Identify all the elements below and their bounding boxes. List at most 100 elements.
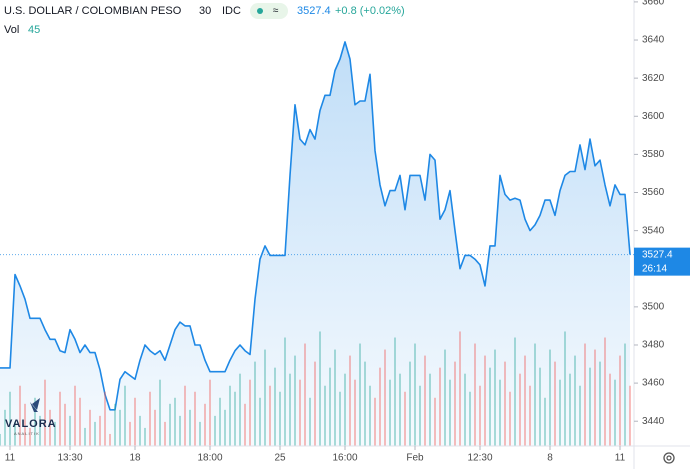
volume-bar [524, 355, 526, 446]
volume-bar [289, 373, 291, 446]
volume-bar [429, 373, 431, 446]
volume-bar [104, 391, 106, 446]
x-tick-label: 8 [547, 453, 553, 464]
volume-bar [174, 397, 176, 446]
last-price: 3527.4 [297, 5, 331, 17]
volume-bar [24, 403, 26, 446]
volume-bar [209, 379, 211, 446]
volume-bar [454, 361, 456, 446]
volume-bar [249, 379, 251, 446]
volume-bar [234, 391, 236, 446]
volume-bar [399, 373, 401, 446]
x-tick-label: 12:30 [467, 453, 492, 464]
volume-bar [269, 385, 271, 446]
volume-bar [509, 391, 511, 446]
volume-bar [124, 385, 126, 446]
volume-bar [84, 427, 86, 446]
volume-bar [529, 385, 531, 446]
volume-bar [354, 379, 356, 446]
volume-bar [329, 367, 331, 446]
x-tick-label: 11 [5, 453, 16, 464]
volume-bar [44, 379, 46, 446]
volume-bar [359, 343, 361, 446]
volume-bar [199, 421, 201, 446]
last-price-label: 3527.4 [642, 249, 673, 260]
volume-bar [304, 343, 306, 446]
volume-bar [334, 349, 336, 446]
volume-bar [339, 391, 341, 446]
volume-bar [414, 343, 416, 446]
volume-bar [349, 355, 351, 446]
x-tick-label: 18:00 [197, 453, 222, 464]
status-dot [257, 8, 263, 14]
volume-bar [419, 385, 421, 446]
volume-bar [619, 355, 621, 446]
volume-bar [144, 427, 146, 446]
volume-bar [279, 391, 281, 446]
volume-bar [594, 349, 596, 446]
chart-title: U.S. DOLLAR / COLOMBIAN PESO [4, 5, 182, 17]
volume-bar [39, 415, 41, 446]
volume-bar [624, 343, 626, 446]
volume-bar [254, 361, 256, 446]
volume-bar [214, 415, 216, 446]
volume-bar [299, 379, 301, 446]
volume-bar [364, 361, 366, 446]
volume-bar [189, 409, 191, 446]
volume-bar [494, 349, 496, 446]
volume-bar [434, 397, 436, 446]
logo-subtext: ANALITIK [14, 431, 40, 436]
x-tick-label: 25 [274, 453, 286, 464]
volume-bar [604, 337, 606, 446]
logo-icon [30, 398, 40, 412]
volume-bar [19, 385, 21, 446]
volume-bar [394, 337, 396, 446]
volume-bar [179, 415, 181, 446]
volume-bar [564, 331, 566, 446]
settings-icon[interactable] [663, 452, 675, 464]
volume-bar [479, 385, 481, 446]
status-pill[interactable] [250, 3, 288, 19]
volume-bar [54, 421, 56, 446]
volume-bar [379, 367, 381, 446]
volume-bar [384, 349, 386, 446]
plot-area [0, 41, 631, 447]
volume-bar [69, 415, 71, 446]
volume-label: Vol [4, 24, 19, 36]
volume-bar [204, 403, 206, 446]
countdown-label: 26:14 [642, 263, 667, 274]
volume-bar [439, 367, 441, 446]
volume-bar [89, 409, 91, 446]
y-tick-label: 3500 [642, 302, 665, 313]
volume-bar [554, 361, 556, 446]
volume-bar [389, 379, 391, 446]
volume-bar [64, 403, 66, 446]
volume-bar [114, 403, 116, 446]
volume-bar [314, 361, 316, 446]
volume-bar [319, 331, 321, 446]
x-tick-label: 18 [129, 453, 141, 464]
volume-bar [464, 373, 466, 446]
volume-bar [569, 373, 571, 446]
volume-bar [159, 379, 161, 446]
volume-bar [609, 373, 611, 446]
volume-bar [149, 391, 151, 446]
volume-bar [184, 385, 186, 446]
volume-bar [629, 385, 631, 446]
volume-bar [74, 385, 76, 446]
logo-text: VALORA [5, 418, 57, 430]
volume-bar [489, 367, 491, 446]
interval: 30 [199, 5, 211, 17]
volume-bar [294, 355, 296, 446]
volume-bar [374, 397, 376, 446]
volume-bar [284, 337, 286, 446]
x-tick-label: Feb [406, 453, 424, 464]
volume-value: 45 [28, 24, 40, 36]
source: IDC [222, 5, 241, 17]
volume-bar [409, 361, 411, 446]
volume-bar [559, 379, 561, 446]
y-tick-label: 3460 [642, 378, 665, 389]
volume-bar [499, 379, 501, 446]
volume-bar [244, 403, 246, 446]
